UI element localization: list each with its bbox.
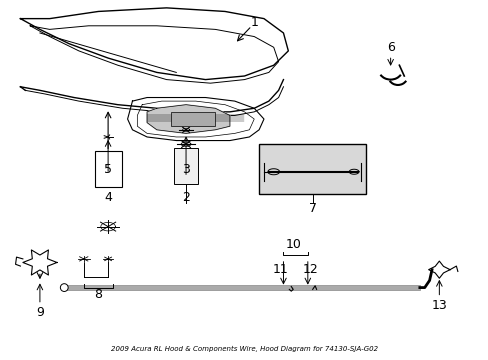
Bar (95, 151, 121, 187)
Bar (259, 144, 366, 194)
Text: 8: 8 (94, 288, 102, 301)
Text: 9: 9 (36, 306, 44, 319)
Text: 5: 5 (104, 163, 112, 176)
Text: 12: 12 (302, 263, 318, 276)
Polygon shape (147, 105, 229, 134)
Text: 7: 7 (308, 202, 316, 215)
Text: 2: 2 (182, 192, 190, 204)
Text: 11: 11 (273, 263, 288, 276)
Text: 10: 10 (285, 238, 301, 251)
Text: 3: 3 (182, 163, 190, 176)
Bar (64, 285, 419, 291)
Text: 6: 6 (386, 41, 394, 54)
Bar (171, 112, 215, 126)
Circle shape (60, 284, 68, 292)
Text: 4: 4 (104, 192, 112, 204)
Bar (174, 148, 198, 184)
Text: 2009 Acura RL Hood & Components Wire, Hood Diagram for 74130-SJA-G02: 2009 Acura RL Hood & Components Wire, Ho… (111, 346, 377, 352)
Text: 1: 1 (250, 16, 258, 29)
Text: 13: 13 (430, 299, 447, 312)
